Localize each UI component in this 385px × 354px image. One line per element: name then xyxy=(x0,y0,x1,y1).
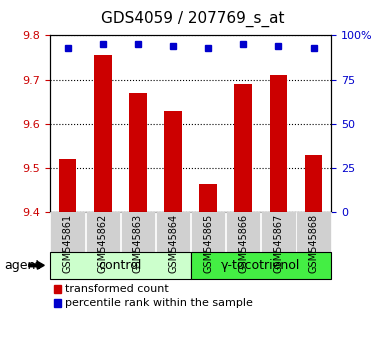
Bar xyxy=(261,212,296,278)
Text: GSM545863: GSM545863 xyxy=(133,214,143,273)
Text: GSM545866: GSM545866 xyxy=(238,214,248,273)
Bar xyxy=(59,159,76,212)
Text: agent: agent xyxy=(4,259,40,272)
Bar xyxy=(191,212,225,278)
Bar xyxy=(94,55,112,212)
Bar xyxy=(50,212,85,278)
Text: control: control xyxy=(99,259,142,272)
Bar xyxy=(85,212,120,278)
Bar xyxy=(199,184,217,212)
Bar xyxy=(296,212,331,278)
Bar xyxy=(270,75,287,212)
Bar xyxy=(226,212,260,278)
Bar xyxy=(129,93,147,212)
Bar xyxy=(50,252,191,279)
Bar xyxy=(164,110,182,212)
Text: GSM545865: GSM545865 xyxy=(203,214,213,273)
Text: GSM545867: GSM545867 xyxy=(273,214,283,273)
Bar xyxy=(156,212,190,278)
Bar xyxy=(234,84,252,212)
Text: transformed count: transformed count xyxy=(65,284,169,294)
Text: γ-tocotrienol: γ-tocotrienol xyxy=(221,259,301,272)
Text: GDS4059 / 207769_s_at: GDS4059 / 207769_s_at xyxy=(101,11,284,27)
Text: percentile rank within the sample: percentile rank within the sample xyxy=(65,298,253,308)
Bar xyxy=(305,155,322,212)
Text: GSM545861: GSM545861 xyxy=(63,214,73,273)
Bar xyxy=(191,252,331,279)
Text: GSM545862: GSM545862 xyxy=(98,214,108,273)
FancyArrow shape xyxy=(29,261,44,269)
Bar xyxy=(54,285,61,293)
Bar xyxy=(121,212,155,278)
Text: GSM545868: GSM545868 xyxy=(308,214,318,273)
Text: GSM545864: GSM545864 xyxy=(168,214,178,273)
Bar xyxy=(54,299,61,307)
